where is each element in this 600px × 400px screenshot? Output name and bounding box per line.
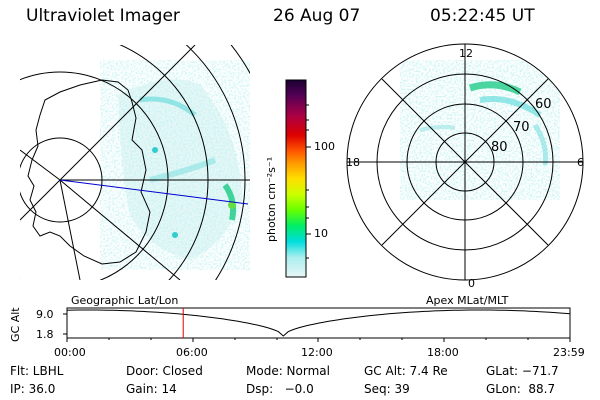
info-dsp: Dsp: −0.0 xyxy=(246,382,314,396)
info-gc-alt: GC Alt: 7.4 Re xyxy=(364,364,448,378)
instrument-title: Ultraviolet Imager xyxy=(26,6,180,26)
date-label: 26 Aug 07 xyxy=(273,6,361,26)
mlat-label-60: 60 xyxy=(535,97,552,112)
info-filter: Flt: LBHL xyxy=(10,364,64,378)
info-seq: Seq: 39 xyxy=(364,382,410,396)
timeline-xtick-2359: 23:59 xyxy=(553,346,585,359)
info-gain: Gain: 14 xyxy=(126,382,177,396)
colorbar-tick-100: 100 xyxy=(314,140,335,153)
info-mode: Mode: Normal xyxy=(246,364,330,378)
geographic-map xyxy=(20,45,250,280)
info-glon: GLon: 88.7 xyxy=(486,382,556,396)
aurora-emission-right xyxy=(400,60,560,200)
timeline-xtick-1800: 18:00 xyxy=(427,346,459,359)
magnetic-polar-map xyxy=(400,60,560,200)
mlt-lines xyxy=(347,44,583,280)
time-label: 05:22:45 UT xyxy=(430,6,535,26)
mlat-label-80: 80 xyxy=(491,140,508,155)
timeline-xtick-1200: 12:00 xyxy=(301,346,333,359)
colorbar-ticks xyxy=(306,104,311,259)
meridian-lines xyxy=(20,45,250,280)
colorbar-unit-label: photon cm⁻²s⁻¹ xyxy=(265,156,278,242)
apex-panel-label: Apex MLat/MLT xyxy=(426,294,509,307)
timeline-ytick-low: 1.8 xyxy=(36,328,54,341)
continent-outline xyxy=(27,79,151,265)
timeline-xtick-0000: 00:00 xyxy=(54,346,86,359)
colorbar-tick-10: 10 xyxy=(314,227,328,240)
mlt-label-6: 6 xyxy=(577,156,584,169)
timeline-axis-label: GC Alt xyxy=(9,307,22,342)
timeline-ytick-high: 9.0 xyxy=(36,308,54,321)
mlt-label-0: 0 xyxy=(468,277,475,290)
mlt-label-12: 12 xyxy=(459,47,473,60)
geographic-panel-label: Geographic Lat/Lon xyxy=(71,294,179,307)
colorbar xyxy=(285,79,307,278)
mlt-label-18: 18 xyxy=(346,156,360,169)
sun-direction-line xyxy=(59,179,249,205)
info-door: Door: Closed xyxy=(126,364,203,378)
timeline-ticks xyxy=(63,313,571,342)
info-glat: GLat: −71.7 xyxy=(486,364,559,378)
altitude-curve xyxy=(66,309,571,337)
mlat-label-70: 70 xyxy=(513,120,530,135)
info-ip: IP: 36.0 xyxy=(10,382,56,396)
timeline-xtick-0600: 06:00 xyxy=(176,346,208,359)
